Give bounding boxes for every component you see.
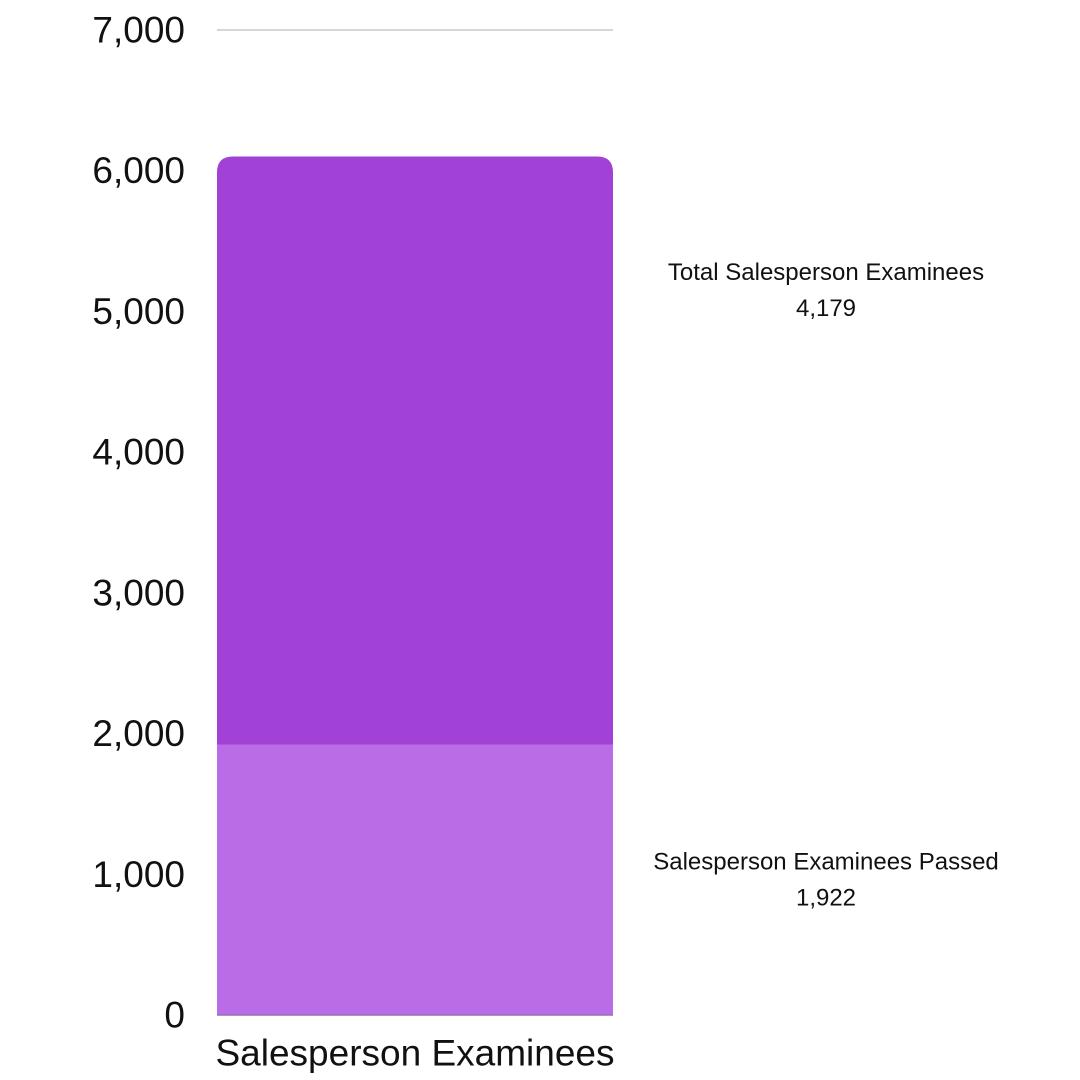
label-layer: Salesperson Examinees Passed 1,922 Total S… <box>653 259 999 911</box>
segment-series-name: Salesperson Examinees Passed <box>653 848 999 875</box>
y-tick-label: 0 <box>164 995 185 1036</box>
y-tick-label: 6,000 <box>92 150 185 191</box>
y-tick-label: 3,000 <box>92 572 185 613</box>
y-tick-label: 7,000 <box>92 10 185 51</box>
bar-layer <box>217 156 613 1015</box>
y-tick-label: 1,000 <box>92 854 185 895</box>
segment-series-name: Total Salesperson Examinees <box>668 259 984 286</box>
bar-segment-passed <box>217 744 613 1015</box>
y-tick-label: 5,000 <box>92 291 185 332</box>
y-tick-label: 2,000 <box>92 713 185 754</box>
segment-value-label: 4,179 <box>796 295 856 322</box>
x-category-label: Salesperson Examinees <box>216 1033 615 1074</box>
y-tick-label: 4,000 <box>92 432 185 473</box>
axis-layer: 0 1,000 2,000 3,000 4,000 5,000 6,000 7,000 Sale… <box>92 10 614 1074</box>
segment-value-label: 1,922 <box>796 884 856 911</box>
bar-segment-total <box>217 156 613 745</box>
